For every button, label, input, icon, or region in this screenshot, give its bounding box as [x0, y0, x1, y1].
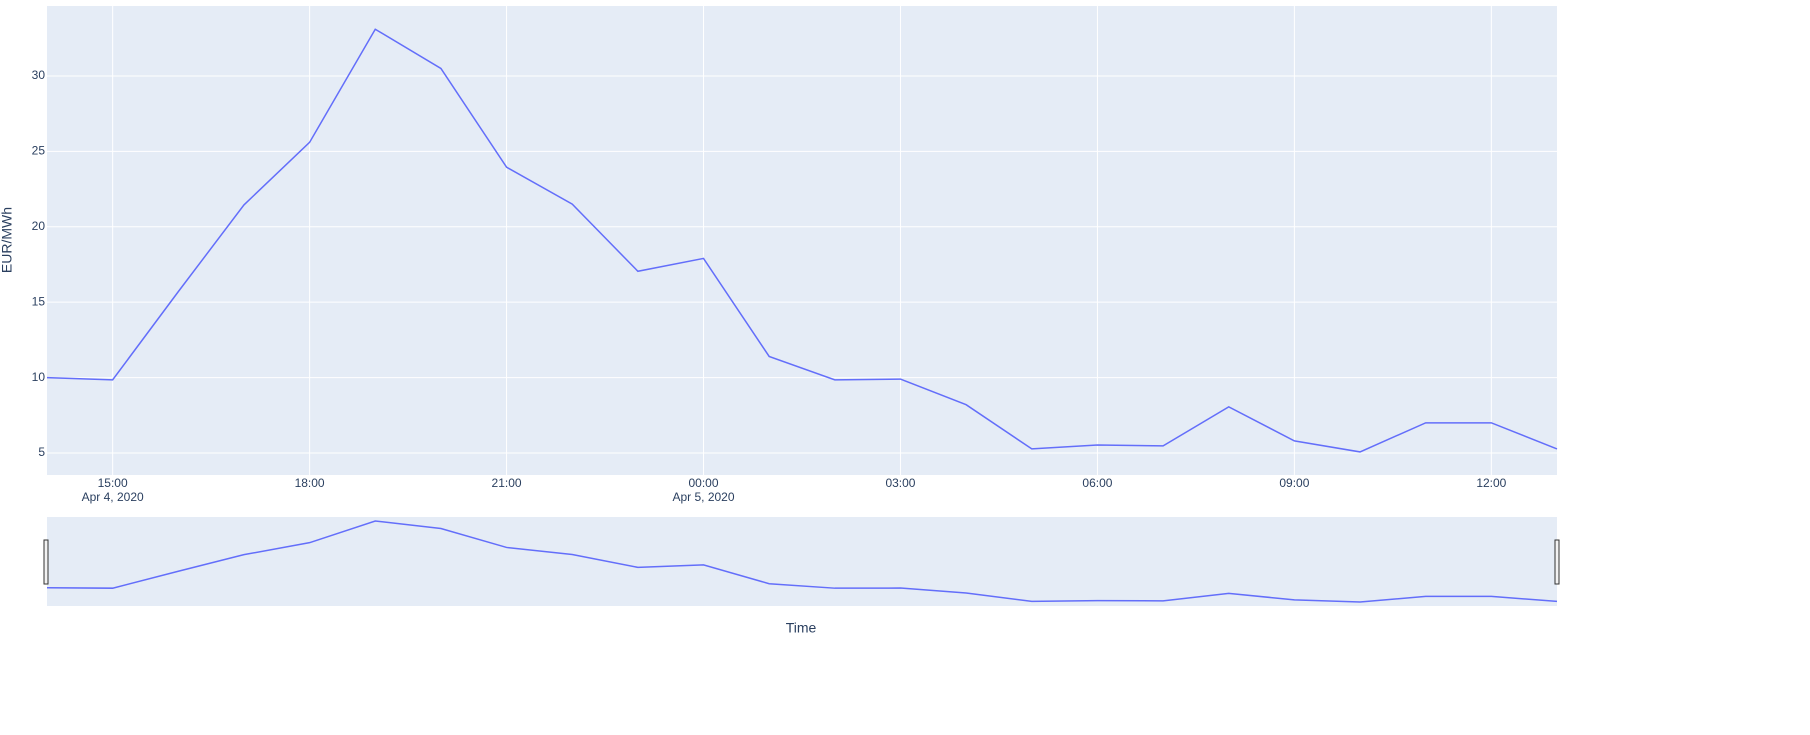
x-axis-title: Time [786, 620, 817, 636]
x-tick-label: 09:00 [1279, 476, 1309, 490]
x-tick-sublabel: Apr 4, 2020 [82, 490, 144, 504]
x-tick-label: 21:00 [492, 476, 522, 490]
range-handle-left[interactable] [43, 539, 49, 585]
x-tick-label: 06:00 [1082, 476, 1112, 490]
range-handle-right[interactable] [1554, 539, 1560, 585]
y-tick-label: 5 [38, 445, 45, 459]
x-tick-label: 15:00 [98, 476, 128, 490]
x-tick-sublabel: Apr 5, 2020 [672, 490, 734, 504]
range-slider[interactable] [47, 517, 1557, 606]
x-tick-label: 18:00 [295, 476, 325, 490]
x-tick-label: 12:00 [1476, 476, 1506, 490]
y-tick-label: 30 [32, 68, 46, 82]
y-axis-title: EUR/MWh [0, 207, 15, 273]
plot-area [47, 6, 1557, 475]
x-tick-label: 00:00 [689, 476, 719, 490]
y-tick-label: 20 [32, 219, 46, 233]
y-tick-label: 25 [32, 144, 46, 158]
y-tick-label: 15 [32, 294, 46, 308]
range-slider-line [46, 520, 1558, 603]
data-line [46, 28, 1558, 453]
x-tick-label: 03:00 [885, 476, 915, 490]
y-tick-label: 10 [32, 370, 46, 384]
